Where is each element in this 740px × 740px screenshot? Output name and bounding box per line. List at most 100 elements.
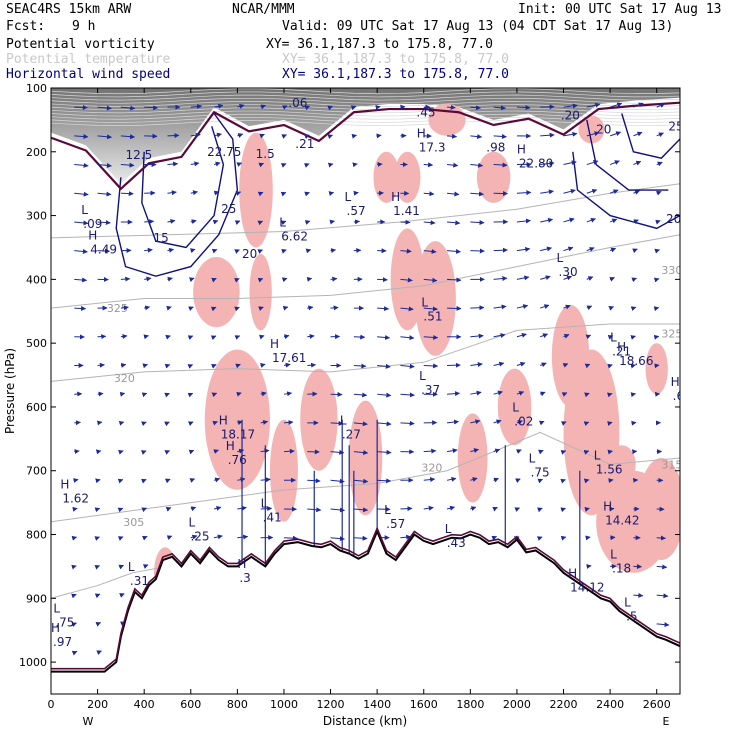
wind-vector	[515, 478, 521, 483]
extremum-value-label: 1.56	[596, 463, 623, 477]
wind-vector	[211, 248, 218, 254]
wind-vector	[400, 248, 412, 254]
y-tick-label: 200	[26, 146, 47, 159]
wind-vector	[74, 220, 89, 226]
forecast-hour: 9 h	[72, 19, 95, 34]
extremum-type-label: H	[237, 557, 246, 571]
wind-vector	[514, 507, 520, 512]
wind-vector	[144, 247, 153, 253]
wind-vector	[97, 220, 111, 226]
theta-contour-line	[51, 234, 680, 309]
wind-vector	[118, 449, 124, 455]
wind-vector	[71, 593, 77, 599]
wind-vector	[257, 220, 264, 226]
wind-vector	[235, 191, 242, 196]
extremum-value-label: .25	[190, 530, 209, 544]
wind-vector	[94, 536, 100, 541]
wind-vector	[330, 420, 344, 426]
wind-vector	[190, 190, 198, 196]
x-tick-label: 0	[48, 698, 55, 711]
wind-vector	[305, 248, 312, 254]
extremum-value-label: .75	[531, 466, 550, 480]
theta-contour-line	[51, 565, 168, 599]
wind-vector	[653, 277, 660, 283]
wind-vector	[400, 534, 412, 540]
wind-vector	[283, 419, 294, 425]
pv-shade-blob	[457, 413, 488, 503]
wind-vector	[470, 333, 484, 339]
wind-vector	[120, 105, 136, 111]
wind-vector	[633, 131, 643, 137]
wind-vector	[74, 449, 80, 455]
wind-vector	[537, 478, 544, 484]
wind-vector	[97, 162, 112, 168]
wind-vector	[470, 362, 483, 367]
extremum-type-label: H	[391, 190, 400, 204]
wind-vector	[189, 478, 196, 483]
wind-vector	[71, 564, 77, 570]
wind-vector	[280, 220, 287, 226]
wind-contour-line	[115, 113, 239, 277]
wind-vector	[166, 535, 173, 540]
wind-vector	[560, 450, 567, 455]
wind-vector	[470, 105, 481, 111]
wind-vector	[633, 102, 644, 108]
extremum-type-label: H	[219, 413, 228, 427]
wind-vector	[470, 448, 479, 454]
wind-vector	[353, 190, 359, 196]
wind-vector	[583, 421, 590, 427]
wind-vector	[260, 506, 273, 512]
wind-vector	[353, 450, 369, 456]
wind-vector	[281, 277, 288, 283]
extremum-value-label: .3	[239, 571, 250, 585]
wind-vector	[563, 246, 574, 252]
wind-vector	[95, 622, 102, 627]
wind-vector	[141, 478, 147, 484]
wind-vector	[189, 248, 196, 254]
pv-shade-blob	[269, 419, 298, 522]
wind-vector	[117, 536, 124, 541]
extremum-type-label: L	[419, 369, 426, 383]
pv-contour	[51, 101, 680, 191]
extremum-type-label: L	[81, 203, 88, 217]
wind-vector	[304, 134, 310, 140]
valid-time: Valid: 09 UTC Sat 17 Aug 13 (04 CDT Sat …	[282, 19, 673, 34]
wind-vector	[260, 363, 266, 368]
wind-vector	[493, 448, 501, 454]
wind-vector	[118, 420, 125, 426]
wind-vector	[631, 277, 637, 283]
wind-vector	[74, 277, 88, 283]
wind-vector	[423, 162, 434, 168]
theta-contour-label: 320	[421, 462, 442, 475]
wind-vector	[188, 449, 195, 455]
wind-vector	[563, 304, 571, 310]
wind-vector	[213, 132, 222, 138]
wind-vector	[213, 161, 221, 167]
wind-vector	[423, 220, 436, 226]
wind-vector	[423, 334, 439, 340]
wind-contour-label: 20.15	[666, 212, 700, 226]
wind-vector	[446, 505, 456, 511]
extremum-value-label: .57	[347, 204, 366, 218]
wind-vector	[609, 189, 619, 195]
wind-contour-label: 20	[596, 122, 611, 136]
wind-vector	[377, 392, 392, 398]
wind-vector	[144, 305, 151, 311]
wind-vector	[607, 363, 613, 369]
extremum-value-label: .76	[228, 453, 247, 467]
wind-vector	[97, 105, 112, 111]
wind-vector	[97, 248, 110, 254]
wind-vector	[280, 191, 287, 197]
y-tick-label: 1000	[19, 656, 47, 669]
extremum-type-label: H	[60, 477, 69, 491]
wind-vector	[493, 419, 502, 425]
wind-vector	[656, 103, 666, 108]
theta-contour-label: 325	[107, 302, 128, 315]
wind-vector	[563, 275, 572, 281]
extremum-type-label: L	[594, 449, 601, 463]
wind-vector	[563, 217, 575, 223]
pv-shade-blob	[239, 132, 273, 248]
wind-vector	[656, 132, 664, 138]
theta-contour-upper	[51, 94, 680, 101]
wind-vector	[561, 421, 567, 426]
